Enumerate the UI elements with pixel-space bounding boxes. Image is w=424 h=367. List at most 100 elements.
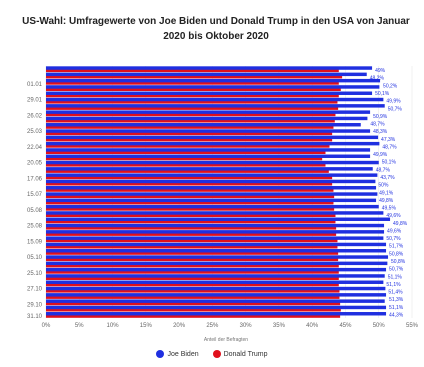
value-label: 50,8% (389, 251, 404, 257)
bar-biden (46, 267, 387, 272)
x-tick-label: 55% (406, 323, 419, 329)
y-axis: 01.01 29.01 26.02 25.03 22.04 20.05 17.06 15.07… (27, 82, 43, 320)
x-tick-label: 5% (75, 323, 84, 329)
value-label: 49,6% (386, 213, 401, 219)
value-label: 50,9% (373, 114, 388, 120)
value-label: 50,2% (383, 83, 398, 89)
x-tick-label: 0% (42, 323, 51, 329)
bar-trump (46, 125, 334, 129)
value-label: 50,7% (386, 236, 401, 242)
bar-trump (46, 81, 339, 85)
value-label: 48,7% (382, 144, 397, 150)
x-tick-label: 15% (140, 323, 153, 329)
y-tick-label: 15.07 (27, 192, 43, 198)
bar-biden (46, 280, 384, 284)
bar-trump (46, 188, 334, 192)
bar-trump (46, 88, 341, 91)
bar-trump (46, 239, 338, 243)
bar-biden (46, 204, 379, 209)
bar-trump (46, 308, 341, 312)
bar-trump (46, 138, 333, 142)
bar-trump (46, 69, 339, 73)
bar-biden (46, 211, 384, 215)
bar-biden (46, 85, 380, 89)
value-label: 49,5% (382, 206, 397, 212)
value-label: 51,3% (389, 297, 404, 303)
bar-biden (46, 236, 384, 240)
legend-item-biden[interactable]: Joe Biden (156, 350, 199, 358)
x-tick-label: 25% (206, 323, 219, 329)
value-label: 49,9% (373, 152, 388, 158)
bar-trump (46, 201, 334, 205)
x-tick-label: 40% (306, 323, 319, 329)
bar-trump (46, 302, 341, 306)
bar-trump (46, 277, 339, 280)
x-tick-label: 45% (339, 323, 352, 329)
bar-trump (46, 214, 336, 217)
bar-biden (46, 97, 384, 102)
bar-biden (46, 66, 373, 70)
y-tick-label: 25.08 (27, 224, 43, 230)
bar-biden (46, 230, 385, 234)
legend-label-biden: Joe Biden (167, 350, 199, 358)
bar-trump (46, 151, 326, 154)
value-label: 48,2% (370, 76, 385, 82)
value-label: 50,8% (391, 259, 406, 265)
bar-trump (46, 144, 330, 148)
bar-biden (46, 179, 376, 184)
bar-biden (46, 192, 378, 196)
bars (46, 66, 391, 318)
bar-trump (46, 113, 336, 117)
bar-trump (46, 75, 343, 79)
gridlines (45, 66, 413, 318)
value-label: 49,8% (379, 198, 394, 204)
value-label: 51,4% (388, 290, 403, 296)
bar-biden (46, 223, 385, 228)
bar-biden (46, 249, 387, 253)
bar-biden (46, 141, 380, 146)
y-tick-label: 15.09 (27, 239, 43, 245)
bar-trump (46, 182, 333, 186)
bar-trump (46, 270, 339, 274)
legend-label-trump: Donald Trump (223, 350, 268, 358)
bar-trump (46, 100, 338, 104)
bar-biden (46, 116, 368, 121)
bar-biden (46, 286, 386, 291)
bar-trump (46, 169, 329, 173)
value-label: 44,3% (389, 312, 404, 318)
bar-biden (46, 72, 367, 77)
x-axis: 0% 5% 10% 15% 20% 25% 30% 35% 40% 45% 50% 55% (42, 323, 419, 329)
bar-trump (46, 245, 338, 249)
bar-trump (46, 289, 340, 293)
value-label: 43,7% (380, 175, 395, 181)
bar-biden (46, 78, 381, 83)
bar-biden (46, 167, 373, 171)
value-label: 49,6% (387, 228, 402, 234)
y-tick-label: 17.06 (27, 176, 43, 182)
x-tick-label: 10% (107, 323, 120, 329)
value-label: 48,3% (373, 129, 388, 135)
bar-biden (46, 110, 371, 114)
bar-biden (46, 91, 373, 95)
value-label: 50% (378, 183, 389, 189)
bar-biden (46, 135, 379, 140)
y-tick-label: 20.05 (27, 161, 43, 167)
legend-marker-trump (212, 350, 221, 358)
bar-trump (46, 295, 340, 299)
bar-biden (46, 255, 389, 259)
y-tick-label: 29.10 (27, 302, 43, 308)
legend-item-trump[interactable]: Donald Trump (212, 350, 268, 358)
bar-trump (46, 163, 326, 167)
y-tick-label: 05.08 (27, 208, 43, 214)
bar-biden (46, 154, 371, 158)
bar-biden (46, 217, 391, 221)
value-label: 49,1% (379, 190, 394, 196)
bar-biden (46, 104, 385, 108)
bar-biden (46, 293, 387, 297)
value-label: 50,7% (389, 267, 404, 273)
value-labels: 49%48,2%50,2%50,1%49,9%50,7%50,9%48,7%48… (370, 68, 408, 318)
bar-trump (46, 264, 339, 268)
value-label: 51,1% (389, 305, 404, 311)
value-label: 50,1% (382, 160, 397, 166)
